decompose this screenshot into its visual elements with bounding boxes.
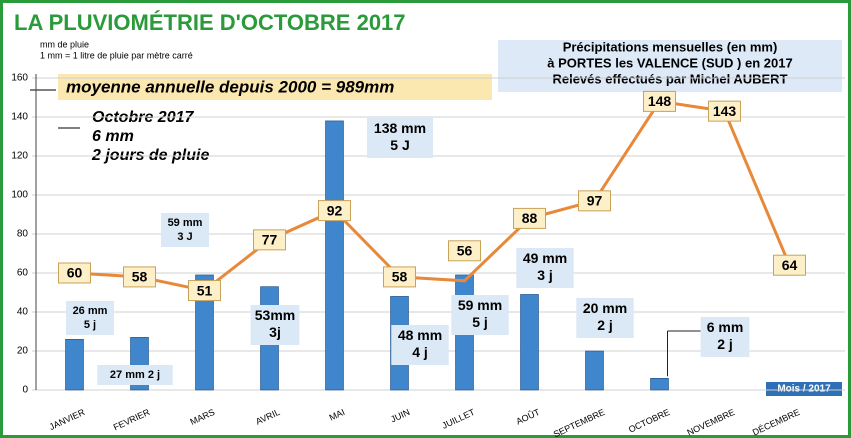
point-label: 148 xyxy=(648,93,672,109)
point-label: 58 xyxy=(392,269,408,285)
bar-label: 3 J xyxy=(177,231,192,243)
point-label: 88 xyxy=(522,210,538,226)
point-label-box xyxy=(773,254,806,276)
point-label-box xyxy=(318,200,351,222)
bar-label: 2 j xyxy=(717,336,733,352)
bar-label: 53mm xyxy=(255,307,295,323)
y-tick-label: 60 xyxy=(17,268,29,279)
bar-label: 2 j xyxy=(597,317,613,333)
bar-label-box xyxy=(516,248,574,288)
bar-label: 20 mm xyxy=(583,300,627,316)
bar xyxy=(65,338,84,391)
bar-label: 5 J xyxy=(390,137,409,153)
bar xyxy=(650,377,669,391)
y-tick-label: 0 xyxy=(22,385,28,396)
point-label: 51 xyxy=(197,282,213,298)
bar xyxy=(520,294,539,391)
bar-label-box xyxy=(160,213,210,247)
chart-title: LA PLUVIOMÉTRIE D'OCTOBRE 2017 xyxy=(14,10,406,35)
month-note: Octobre 2017 xyxy=(92,109,194,126)
average-note: moyenne annuelle depuis 2000 = 989mm xyxy=(66,77,394,96)
x-label: Mois / 2017 xyxy=(777,384,831,395)
point-label-box xyxy=(448,240,481,262)
bar-label-box xyxy=(366,118,434,158)
bar-label-box xyxy=(576,298,634,338)
point-label-box xyxy=(58,262,91,284)
point-label-box xyxy=(383,266,416,288)
point-label-box xyxy=(513,207,546,229)
y-label: mm de pluie xyxy=(40,39,89,49)
bar-label: 59 mm xyxy=(458,297,502,313)
bar-label-box xyxy=(451,295,509,335)
point-label-box xyxy=(643,90,676,112)
bar xyxy=(585,350,604,391)
info-text: à PORTES les VALENCE (SUD ) en 2017 xyxy=(547,55,792,70)
point-label: 56 xyxy=(457,243,473,259)
point-label: 97 xyxy=(587,193,603,209)
y-tick-label: 140 xyxy=(11,112,28,123)
point-label-box xyxy=(188,280,221,302)
x-label-box xyxy=(766,382,842,396)
bar-label: 27 mm 2 j xyxy=(110,369,160,381)
info-text: Précipitations mensuelles (en mm) xyxy=(563,39,778,54)
bar-label: 26 mm xyxy=(73,305,108,317)
bar-label: 3 j xyxy=(537,267,553,283)
y-tick-label: 20 xyxy=(17,346,29,357)
y-note: 1 mm = 1 litre de pluie par mètre carré xyxy=(40,50,193,60)
bar-label-box xyxy=(97,365,173,385)
info-text: Relevés effectués par Michel AUBERT xyxy=(552,71,787,86)
bar-label-box xyxy=(391,325,449,365)
point-label-box xyxy=(578,190,611,212)
y-tick-label: 120 xyxy=(11,151,28,162)
point-label: 60 xyxy=(67,265,83,281)
point-label: 58 xyxy=(132,269,148,285)
month-note: 6 mm xyxy=(92,128,134,145)
point-label: 92 xyxy=(327,202,343,218)
bar-label-box xyxy=(250,305,300,345)
bar-label: 138 mm xyxy=(374,120,426,136)
bar-label: 48 mm xyxy=(398,327,442,343)
bar-label: 59 mm xyxy=(168,217,203,229)
point-label: 64 xyxy=(782,257,798,273)
point-label-box xyxy=(123,266,156,288)
info-box xyxy=(498,40,842,92)
bar-label: 5 j xyxy=(472,314,488,330)
bar xyxy=(325,120,344,391)
point-label: 143 xyxy=(713,103,737,119)
bar-label: 5 j xyxy=(84,319,96,331)
y-tick-label: 80 xyxy=(17,229,29,240)
y-tick-label: 160 xyxy=(11,73,28,84)
bar xyxy=(195,274,214,391)
point-label-box xyxy=(253,229,286,251)
bar-label-box xyxy=(65,301,115,335)
bar-label: 49 mm xyxy=(523,250,567,266)
y-tick-label: 100 xyxy=(11,190,28,201)
point-label: 77 xyxy=(262,232,278,248)
point-label-box xyxy=(708,100,741,122)
y-tick-label: 40 xyxy=(17,307,29,318)
bar-label: 3j xyxy=(269,324,281,340)
bar-label: 6 mm xyxy=(707,319,744,335)
bar-label-box xyxy=(700,317,750,357)
bar-label: 4 j xyxy=(412,344,428,360)
